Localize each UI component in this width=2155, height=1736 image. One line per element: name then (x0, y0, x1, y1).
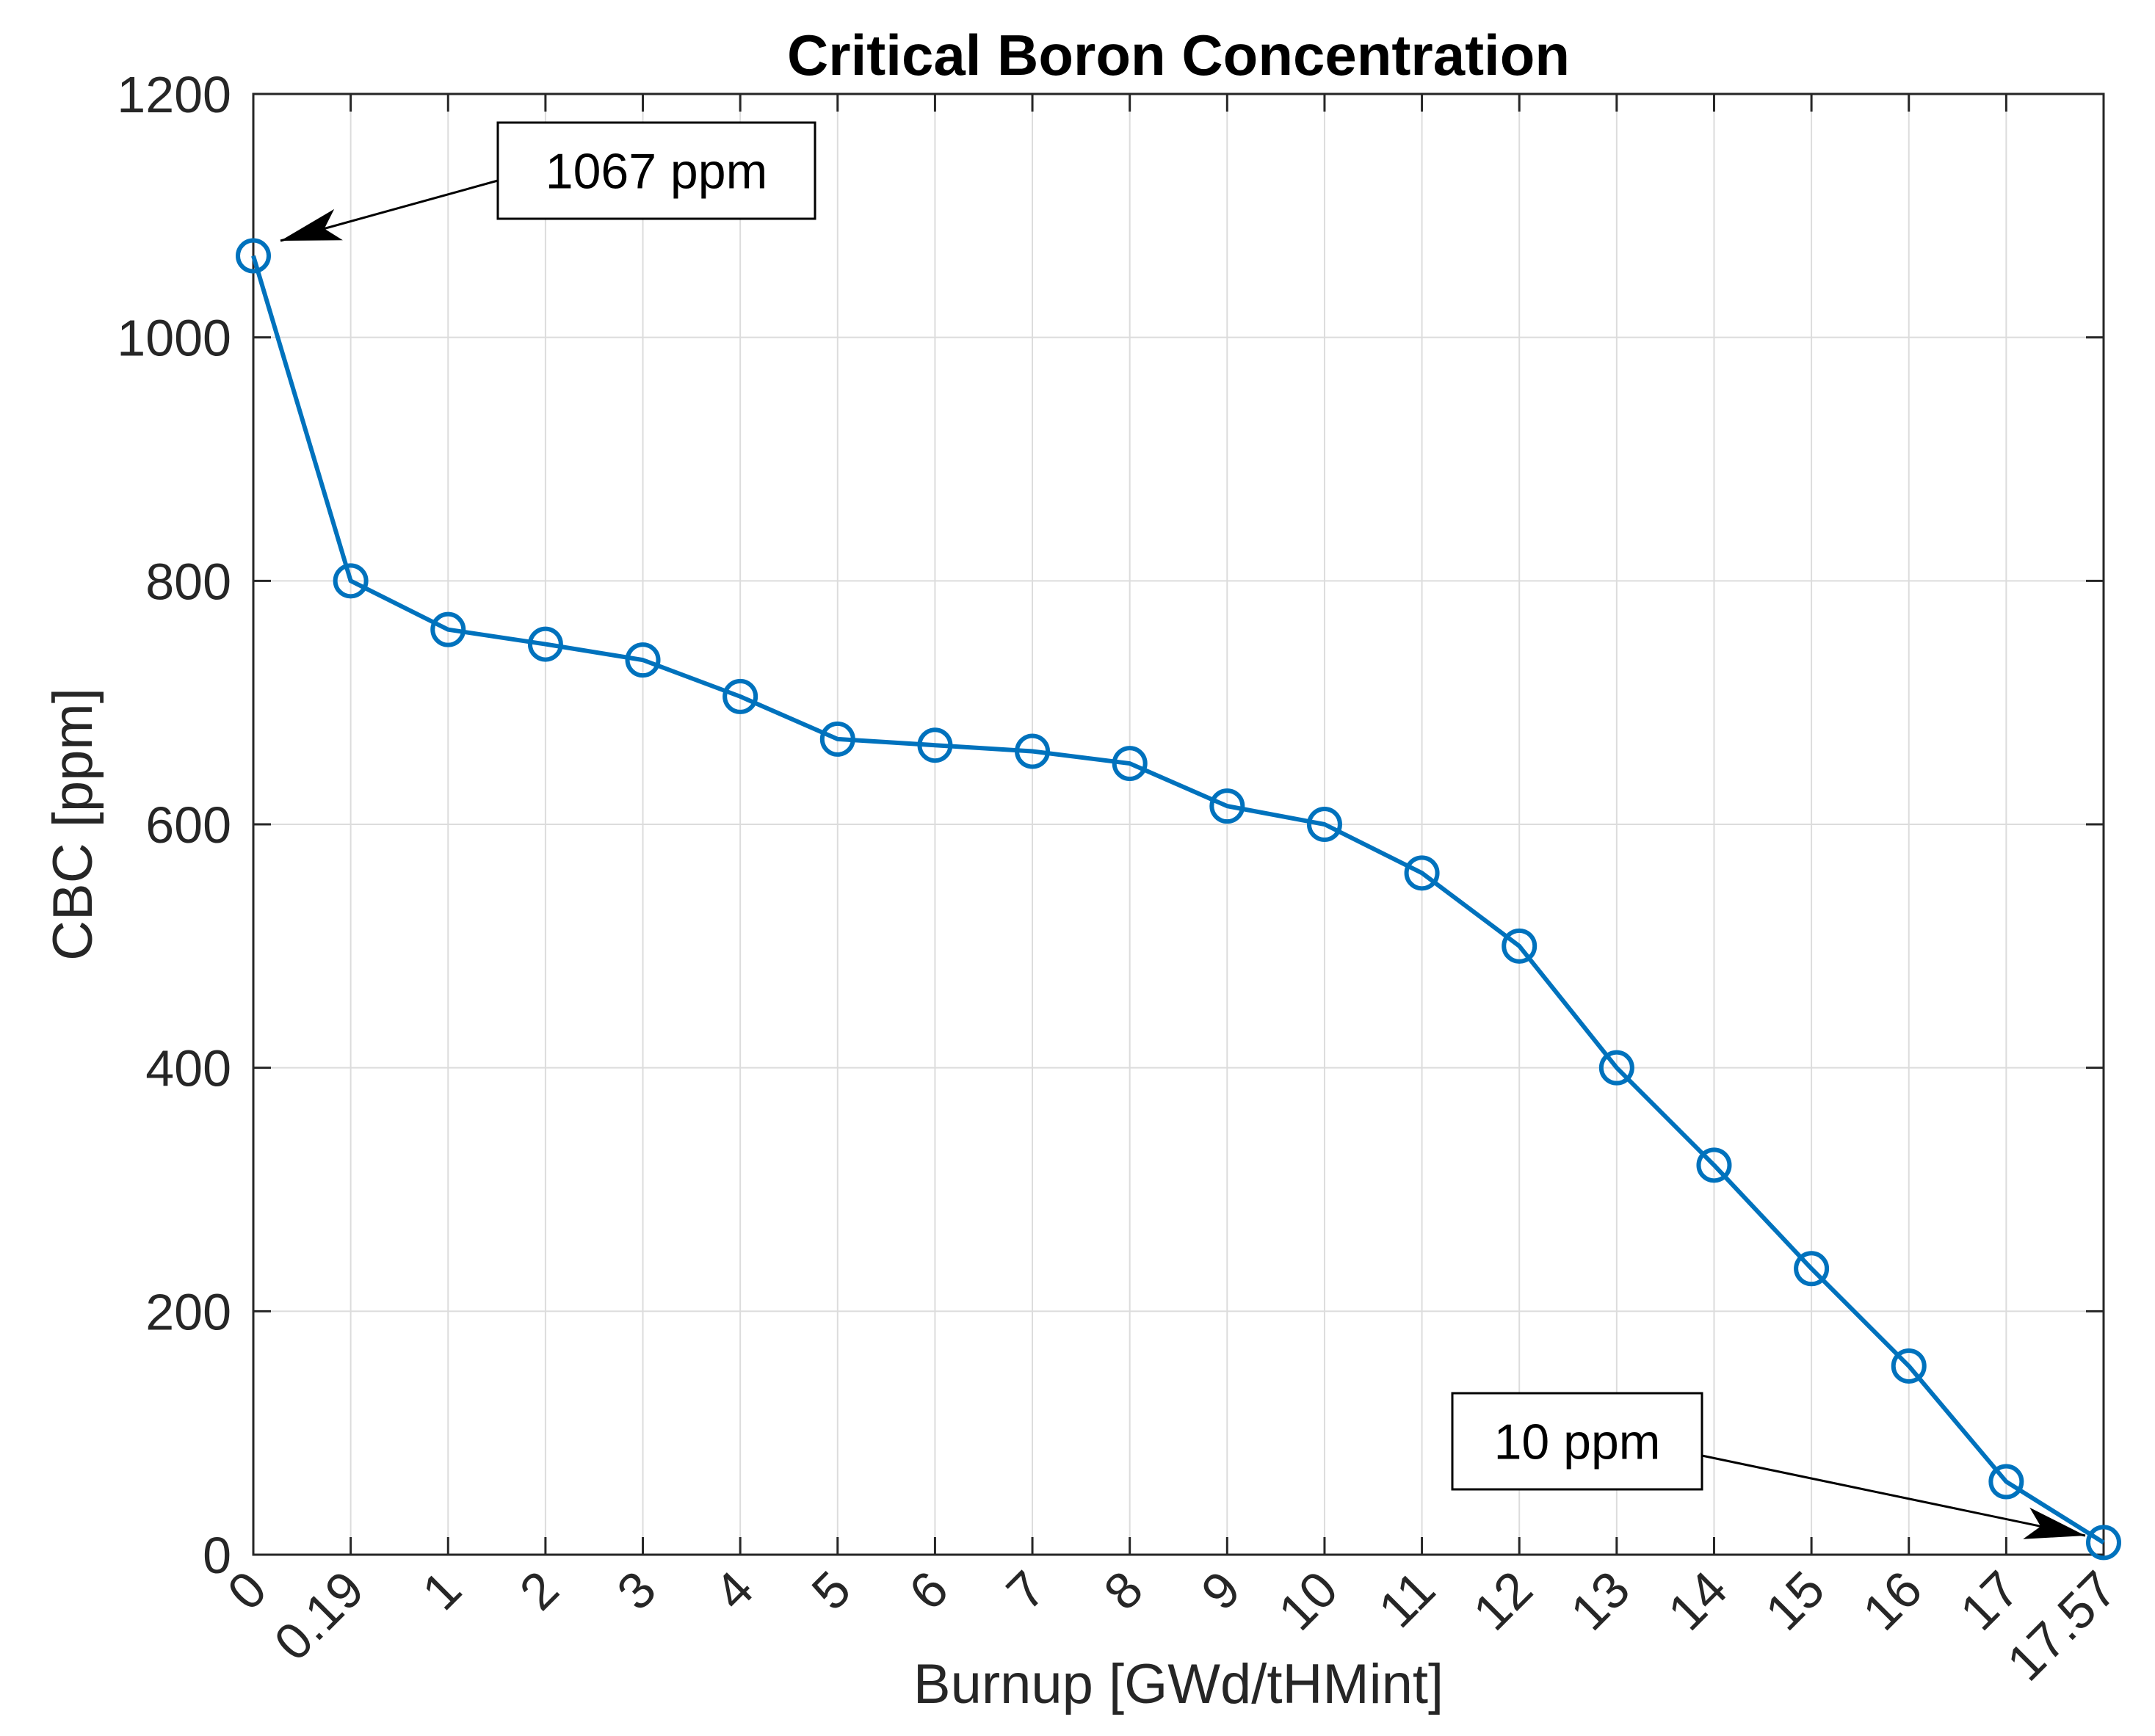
data-point (625, 642, 661, 678)
data-point (333, 563, 369, 599)
annotation-box (1451, 1392, 1703, 1491)
data-point (1015, 733, 1051, 769)
annotation-box (496, 121, 816, 220)
annotation-arrow-line (1701, 1454, 2086, 1537)
data-point (527, 626, 563, 662)
series-group (236, 238, 2121, 1561)
data-point (2086, 1525, 2121, 1561)
data-point (1988, 1464, 2024, 1500)
annotation-label: 1067 ppm (546, 144, 767, 200)
annotations: 1067 ppm 10 ppm (280, 121, 2086, 1539)
annotation-arrowhead (280, 208, 343, 241)
data-point (1696, 1147, 1732, 1183)
data-point (819, 721, 855, 757)
data-point (722, 678, 758, 714)
data-point (1794, 1251, 1830, 1287)
y-tick-label: 1000 (117, 310, 231, 367)
y-tick-label: 1200 (117, 66, 231, 123)
chart-title: Critical Boron Concentration (787, 23, 1570, 87)
data-point (1404, 855, 1440, 891)
data-point (1112, 746, 1148, 782)
data-point (236, 238, 271, 274)
annotation-label: 10 ppm (1494, 1414, 1661, 1470)
ticks (252, 92, 2105, 1556)
data-point (1502, 928, 1538, 964)
grid (253, 93, 2104, 1555)
y-tick-labels: 0 200 400 600 800 1000 1200 (117, 66, 231, 1584)
data-point (1598, 1050, 1634, 1086)
annotation-arrowhead (2023, 1507, 2085, 1539)
y-tick-label: 400 (145, 1040, 231, 1097)
data-point (1891, 1348, 1927, 1384)
y-tick-label: 200 (145, 1283, 231, 1340)
data-point (430, 611, 466, 647)
y-tick-label: 800 (145, 553, 231, 610)
x-axis-label: Burnup [GWd/tHMint] (913, 1653, 1444, 1715)
y-axis-label: CBC [ppm] (42, 688, 104, 961)
y-tick-label: 600 (145, 796, 231, 854)
y-tick-label: 0 (203, 1527, 231, 1584)
data-point (1306, 807, 1342, 842)
data-point (917, 727, 953, 763)
data-point (1209, 788, 1245, 824)
